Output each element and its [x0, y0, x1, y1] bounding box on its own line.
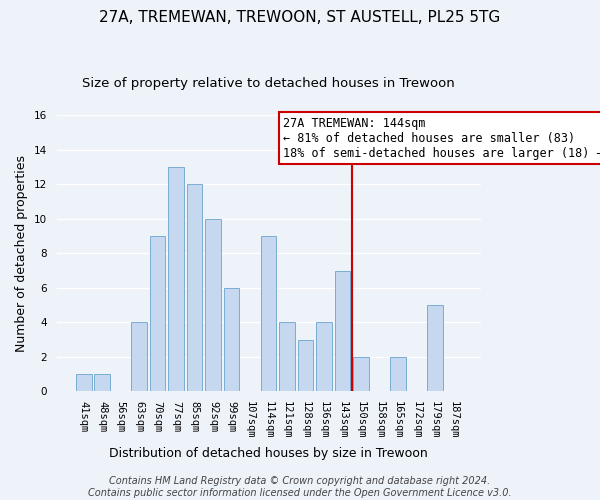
Bar [427, 305, 443, 392]
Bar [279, 322, 295, 392]
Bar [131, 322, 147, 392]
Y-axis label: Number of detached properties: Number of detached properties [15, 155, 28, 352]
Title: Size of property relative to detached houses in Trewoon: Size of property relative to detached ho… [82, 78, 455, 90]
Bar [224, 288, 239, 392]
Text: 27A, TREMEWAN, TREWOON, ST AUSTELL, PL25 5TG: 27A, TREMEWAN, TREWOON, ST AUSTELL, PL25… [100, 10, 500, 25]
Bar [261, 236, 277, 392]
Bar [335, 270, 350, 392]
Bar [316, 322, 332, 392]
Bar [76, 374, 92, 392]
Bar [298, 340, 313, 392]
Bar [150, 236, 166, 392]
Text: Contains HM Land Registry data © Crown copyright and database right 2024.
Contai: Contains HM Land Registry data © Crown c… [88, 476, 512, 498]
Bar [168, 167, 184, 392]
Bar [94, 374, 110, 392]
Bar [205, 219, 221, 392]
X-axis label: Distribution of detached houses by size in Trewoon: Distribution of detached houses by size … [109, 447, 428, 460]
Bar [353, 357, 369, 392]
Text: 27A TREMEWAN: 144sqm
← 81% of detached houses are smaller (83)
18% of semi-detac: 27A TREMEWAN: 144sqm ← 81% of detached h… [283, 116, 600, 160]
Bar [187, 184, 202, 392]
Bar [390, 357, 406, 392]
